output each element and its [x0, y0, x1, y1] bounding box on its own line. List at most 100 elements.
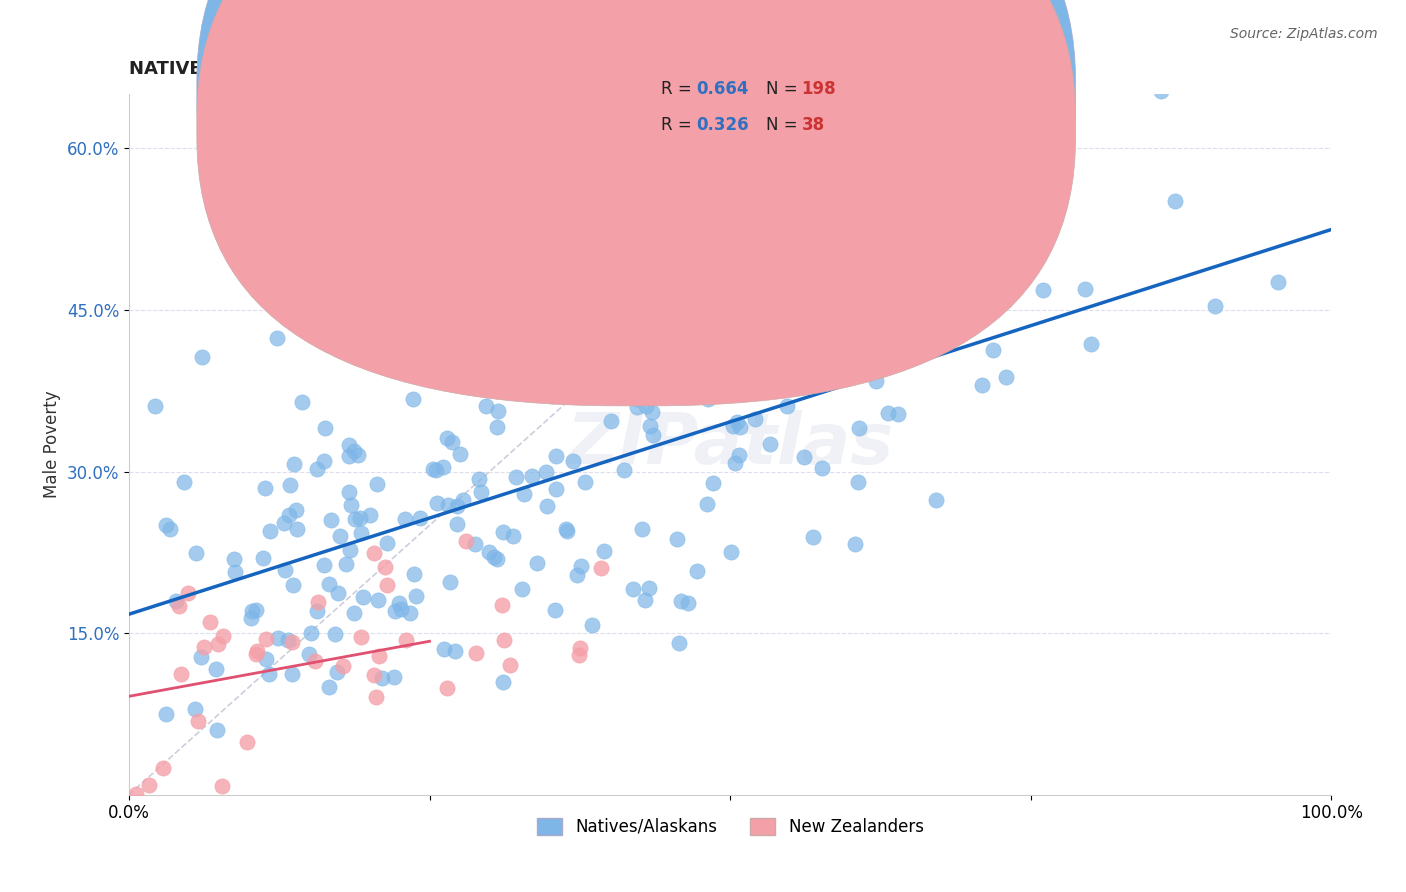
- Point: [337, 450, 360, 464]
- Point: [299, 626, 322, 640]
- Point: [278, 478, 301, 492]
- Point: [245, 647, 267, 661]
- Point: [305, 604, 328, 618]
- Point: [685, 330, 707, 344]
- Text: N =: N =: [766, 116, 803, 134]
- Point: [173, 475, 195, 489]
- Point: [485, 552, 508, 566]
- Point: [541, 389, 564, 403]
- Point: [505, 470, 527, 484]
- Point: [589, 561, 612, 575]
- Point: [727, 449, 749, 463]
- Point: [304, 654, 326, 668]
- Point: [526, 556, 548, 570]
- Point: [877, 406, 900, 420]
- Point: [449, 447, 471, 461]
- Point: [159, 522, 181, 536]
- Point: [152, 761, 174, 775]
- Point: [478, 545, 501, 559]
- Text: NATIVE/ALASKAN VS NEW ZEALANDER MALE POVERTY CORRELATION CHART: NATIVE/ALASKAN VS NEW ZEALANDER MALE POV…: [129, 60, 898, 78]
- Point: [569, 558, 592, 573]
- Point: [1267, 275, 1289, 289]
- Point: [600, 414, 623, 428]
- Point: [981, 343, 1004, 358]
- Point: [291, 395, 314, 409]
- Point: [811, 460, 834, 475]
- Point: [283, 457, 305, 471]
- Point: [382, 670, 405, 684]
- Point: [808, 373, 831, 387]
- Point: [405, 589, 427, 603]
- Point: [725, 416, 748, 430]
- Point: [567, 568, 589, 582]
- Point: [277, 633, 299, 648]
- Point: [198, 615, 221, 629]
- Point: [1163, 194, 1185, 208]
- Point: [266, 331, 288, 345]
- Point: [350, 526, 373, 541]
- Point: [468, 472, 491, 486]
- Point: [240, 604, 263, 618]
- Point: [138, 778, 160, 792]
- Point: [367, 593, 389, 607]
- Point: [312, 454, 335, 468]
- Point: [190, 649, 212, 664]
- Point: [569, 641, 592, 656]
- Point: [267, 631, 290, 645]
- Point: [446, 499, 468, 513]
- Point: [966, 301, 988, 315]
- Point: [359, 508, 381, 522]
- Point: [574, 475, 596, 490]
- Point: [492, 675, 515, 690]
- Point: [654, 286, 676, 301]
- Point: [699, 273, 721, 287]
- Point: [966, 238, 988, 252]
- Point: [1074, 282, 1097, 296]
- Point: [254, 652, 277, 666]
- Point: [337, 484, 360, 499]
- Point: [177, 586, 200, 600]
- Point: [626, 400, 648, 414]
- Point: [389, 601, 412, 615]
- Point: [499, 658, 522, 673]
- Point: [125, 787, 148, 801]
- Point: [638, 581, 661, 595]
- Point: [349, 511, 371, 525]
- Point: [592, 544, 614, 558]
- Point: [224, 551, 246, 566]
- Point: [437, 498, 460, 512]
- Point: [762, 227, 785, 242]
- Point: [343, 511, 366, 525]
- Point: [546, 482, 568, 496]
- Point: [776, 400, 799, 414]
- Point: [681, 309, 703, 323]
- Point: [669, 594, 692, 608]
- Point: [170, 667, 193, 681]
- Point: [1204, 299, 1226, 313]
- Point: [965, 229, 987, 244]
- Point: [342, 444, 364, 458]
- Point: [492, 524, 515, 539]
- Point: [339, 542, 361, 557]
- Point: [281, 578, 304, 592]
- Point: [641, 427, 664, 442]
- Point: [343, 606, 366, 620]
- Point: [277, 508, 299, 522]
- Point: [793, 450, 815, 465]
- Point: [274, 563, 297, 577]
- Point: [1031, 283, 1053, 297]
- Y-axis label: Male Poverty: Male Poverty: [44, 391, 60, 499]
- Point: [486, 404, 509, 418]
- Point: [425, 463, 447, 477]
- Point: [335, 558, 357, 572]
- Point: [562, 454, 585, 468]
- Point: [394, 512, 416, 526]
- Point: [422, 462, 444, 476]
- Point: [319, 513, 342, 527]
- Point: [697, 392, 720, 407]
- Legend: Natives/Alaskans, New Zealanders: Natives/Alaskans, New Zealanders: [530, 811, 931, 842]
- Point: [887, 407, 910, 421]
- Point: [576, 306, 599, 320]
- Point: [374, 560, 396, 574]
- Point: [844, 537, 866, 551]
